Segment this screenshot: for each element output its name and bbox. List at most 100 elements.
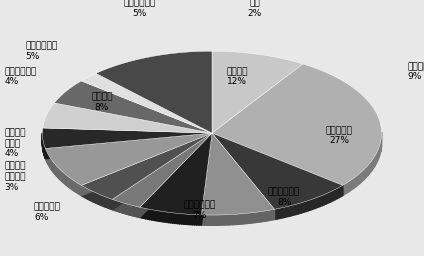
Polygon shape [260, 211, 262, 222]
Polygon shape [190, 214, 192, 225]
Polygon shape [79, 184, 81, 196]
Polygon shape [296, 204, 298, 215]
Polygon shape [169, 212, 171, 223]
Polygon shape [148, 209, 150, 220]
Polygon shape [301, 202, 303, 213]
Polygon shape [87, 189, 88, 199]
Polygon shape [126, 204, 127, 214]
Text: 假单胞菌属
9%: 假单胞菌属 9% [407, 62, 424, 81]
Polygon shape [134, 206, 135, 216]
Polygon shape [204, 215, 206, 225]
Polygon shape [214, 215, 217, 225]
Polygon shape [232, 214, 235, 225]
Text: 肺炎克雷
伯氏菌
4%: 肺炎克雷 伯氏菌 4% [4, 129, 26, 158]
Polygon shape [165, 212, 167, 222]
Polygon shape [85, 187, 86, 198]
Polygon shape [112, 133, 212, 207]
Polygon shape [142, 208, 144, 218]
Polygon shape [66, 175, 68, 186]
Polygon shape [235, 214, 237, 225]
Polygon shape [47, 153, 48, 164]
Polygon shape [140, 133, 212, 215]
Polygon shape [331, 191, 333, 202]
Polygon shape [154, 210, 156, 221]
Polygon shape [230, 215, 232, 225]
Polygon shape [116, 201, 117, 211]
Polygon shape [212, 51, 303, 133]
Polygon shape [81, 133, 212, 199]
Polygon shape [308, 200, 310, 211]
Polygon shape [48, 154, 49, 166]
Polygon shape [219, 215, 222, 225]
Polygon shape [59, 169, 61, 180]
Polygon shape [88, 189, 89, 200]
Polygon shape [95, 193, 96, 203]
Polygon shape [109, 198, 110, 209]
Polygon shape [339, 186, 341, 198]
Polygon shape [82, 186, 83, 197]
Polygon shape [167, 212, 169, 222]
Polygon shape [57, 166, 58, 178]
Polygon shape [377, 146, 379, 162]
Polygon shape [108, 198, 109, 208]
Polygon shape [111, 199, 112, 210]
Polygon shape [92, 191, 93, 202]
Polygon shape [49, 155, 50, 167]
Polygon shape [227, 215, 230, 225]
Polygon shape [160, 211, 162, 222]
Polygon shape [135, 206, 136, 217]
Polygon shape [257, 212, 260, 222]
Polygon shape [375, 151, 377, 166]
Text: 产气荚膜梭菌
4%: 产气荚膜梭菌 4% [4, 67, 36, 87]
Polygon shape [56, 165, 57, 176]
Polygon shape [99, 194, 100, 205]
Polygon shape [201, 215, 204, 225]
Polygon shape [129, 205, 130, 215]
Polygon shape [195, 215, 197, 225]
Polygon shape [90, 190, 91, 201]
Polygon shape [64, 174, 66, 185]
Polygon shape [51, 159, 53, 171]
Text: 粘液沙雷氏菌
7%: 粘液沙雷氏菌 7% [183, 200, 215, 220]
Polygon shape [181, 214, 184, 224]
Polygon shape [177, 213, 179, 224]
Polygon shape [120, 202, 121, 213]
Polygon shape [115, 200, 116, 211]
Polygon shape [112, 133, 212, 210]
Polygon shape [58, 167, 59, 179]
Polygon shape [83, 186, 84, 197]
Polygon shape [45, 133, 212, 185]
Polygon shape [326, 193, 329, 204]
Polygon shape [368, 161, 372, 175]
Polygon shape [118, 201, 119, 212]
Polygon shape [240, 214, 243, 224]
Polygon shape [123, 203, 124, 214]
Polygon shape [68, 176, 69, 188]
Polygon shape [84, 187, 85, 198]
Polygon shape [76, 182, 78, 193]
Polygon shape [288, 206, 290, 217]
Polygon shape [197, 215, 199, 225]
Polygon shape [103, 196, 104, 207]
Polygon shape [360, 169, 364, 184]
Polygon shape [349, 178, 354, 192]
Polygon shape [73, 180, 74, 191]
Polygon shape [379, 142, 381, 157]
Polygon shape [290, 205, 293, 216]
Polygon shape [306, 201, 308, 212]
Text: 肠杆细菌
8%: 肠杆细菌 8% [91, 93, 112, 112]
Polygon shape [94, 192, 95, 203]
Polygon shape [139, 207, 140, 218]
Polygon shape [320, 195, 322, 207]
Polygon shape [113, 200, 114, 210]
Polygon shape [45, 148, 46, 160]
Polygon shape [132, 205, 133, 216]
Polygon shape [112, 199, 113, 210]
Polygon shape [188, 214, 190, 225]
Polygon shape [43, 103, 212, 133]
Polygon shape [137, 207, 138, 217]
Polygon shape [217, 215, 219, 225]
Polygon shape [252, 212, 255, 223]
Polygon shape [91, 191, 92, 201]
Polygon shape [50, 158, 51, 170]
